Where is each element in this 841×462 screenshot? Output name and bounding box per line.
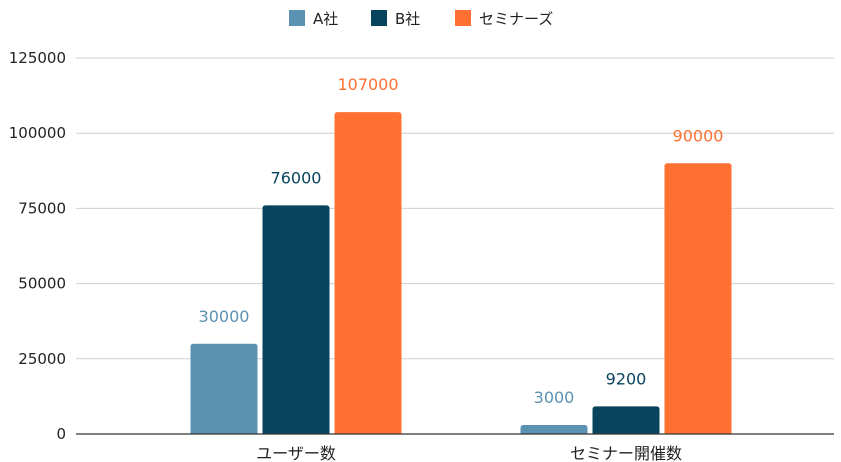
data-labels: 30000 76000 107000 3000 9200 90000 — [199, 75, 724, 407]
legend-item: B社 — [371, 10, 420, 28]
bar — [262, 205, 330, 434]
bar — [190, 343, 258, 434]
data-label: 76000 — [271, 168, 322, 187]
x-tick-label: セミナー開催数 — [570, 444, 682, 462]
data-label: 107000 — [337, 75, 398, 94]
y-axis: 0 25000 50000 75000 100000 125000 — [9, 49, 66, 443]
legend-label: セミナーズ — [479, 10, 553, 28]
x-tick-label: ユーザー数 — [256, 444, 336, 462]
data-label: 9200 — [606, 369, 647, 388]
legend: A社 B社 セミナーズ — [289, 10, 553, 28]
legend-label: A社 — [313, 10, 338, 28]
y-tick-label: 75000 — [18, 199, 66, 217]
y-tick-label: 125000 — [9, 49, 66, 67]
bar — [334, 112, 402, 435]
legend-swatch — [455, 10, 471, 26]
bar — [664, 163, 732, 434]
bars — [190, 112, 732, 435]
data-label: 30000 — [199, 307, 250, 326]
legend-label: B社 — [395, 10, 420, 28]
legend-swatch — [371, 10, 387, 26]
data-label: 90000 — [673, 126, 724, 145]
y-tick-label: 100000 — [9, 124, 66, 142]
bar — [592, 406, 660, 434]
y-tick-label: 50000 — [18, 275, 66, 293]
data-label: 3000 — [534, 388, 575, 407]
bar — [520, 424, 588, 434]
legend-item: セミナーズ — [455, 10, 553, 28]
x-axis: ユーザー数 セミナー開催数 — [76, 433, 834, 462]
legend-item: A社 — [289, 10, 338, 28]
legend-swatch — [289, 10, 305, 26]
y-tick-label: 25000 — [18, 350, 66, 368]
y-tick-label: 0 — [56, 425, 66, 443]
